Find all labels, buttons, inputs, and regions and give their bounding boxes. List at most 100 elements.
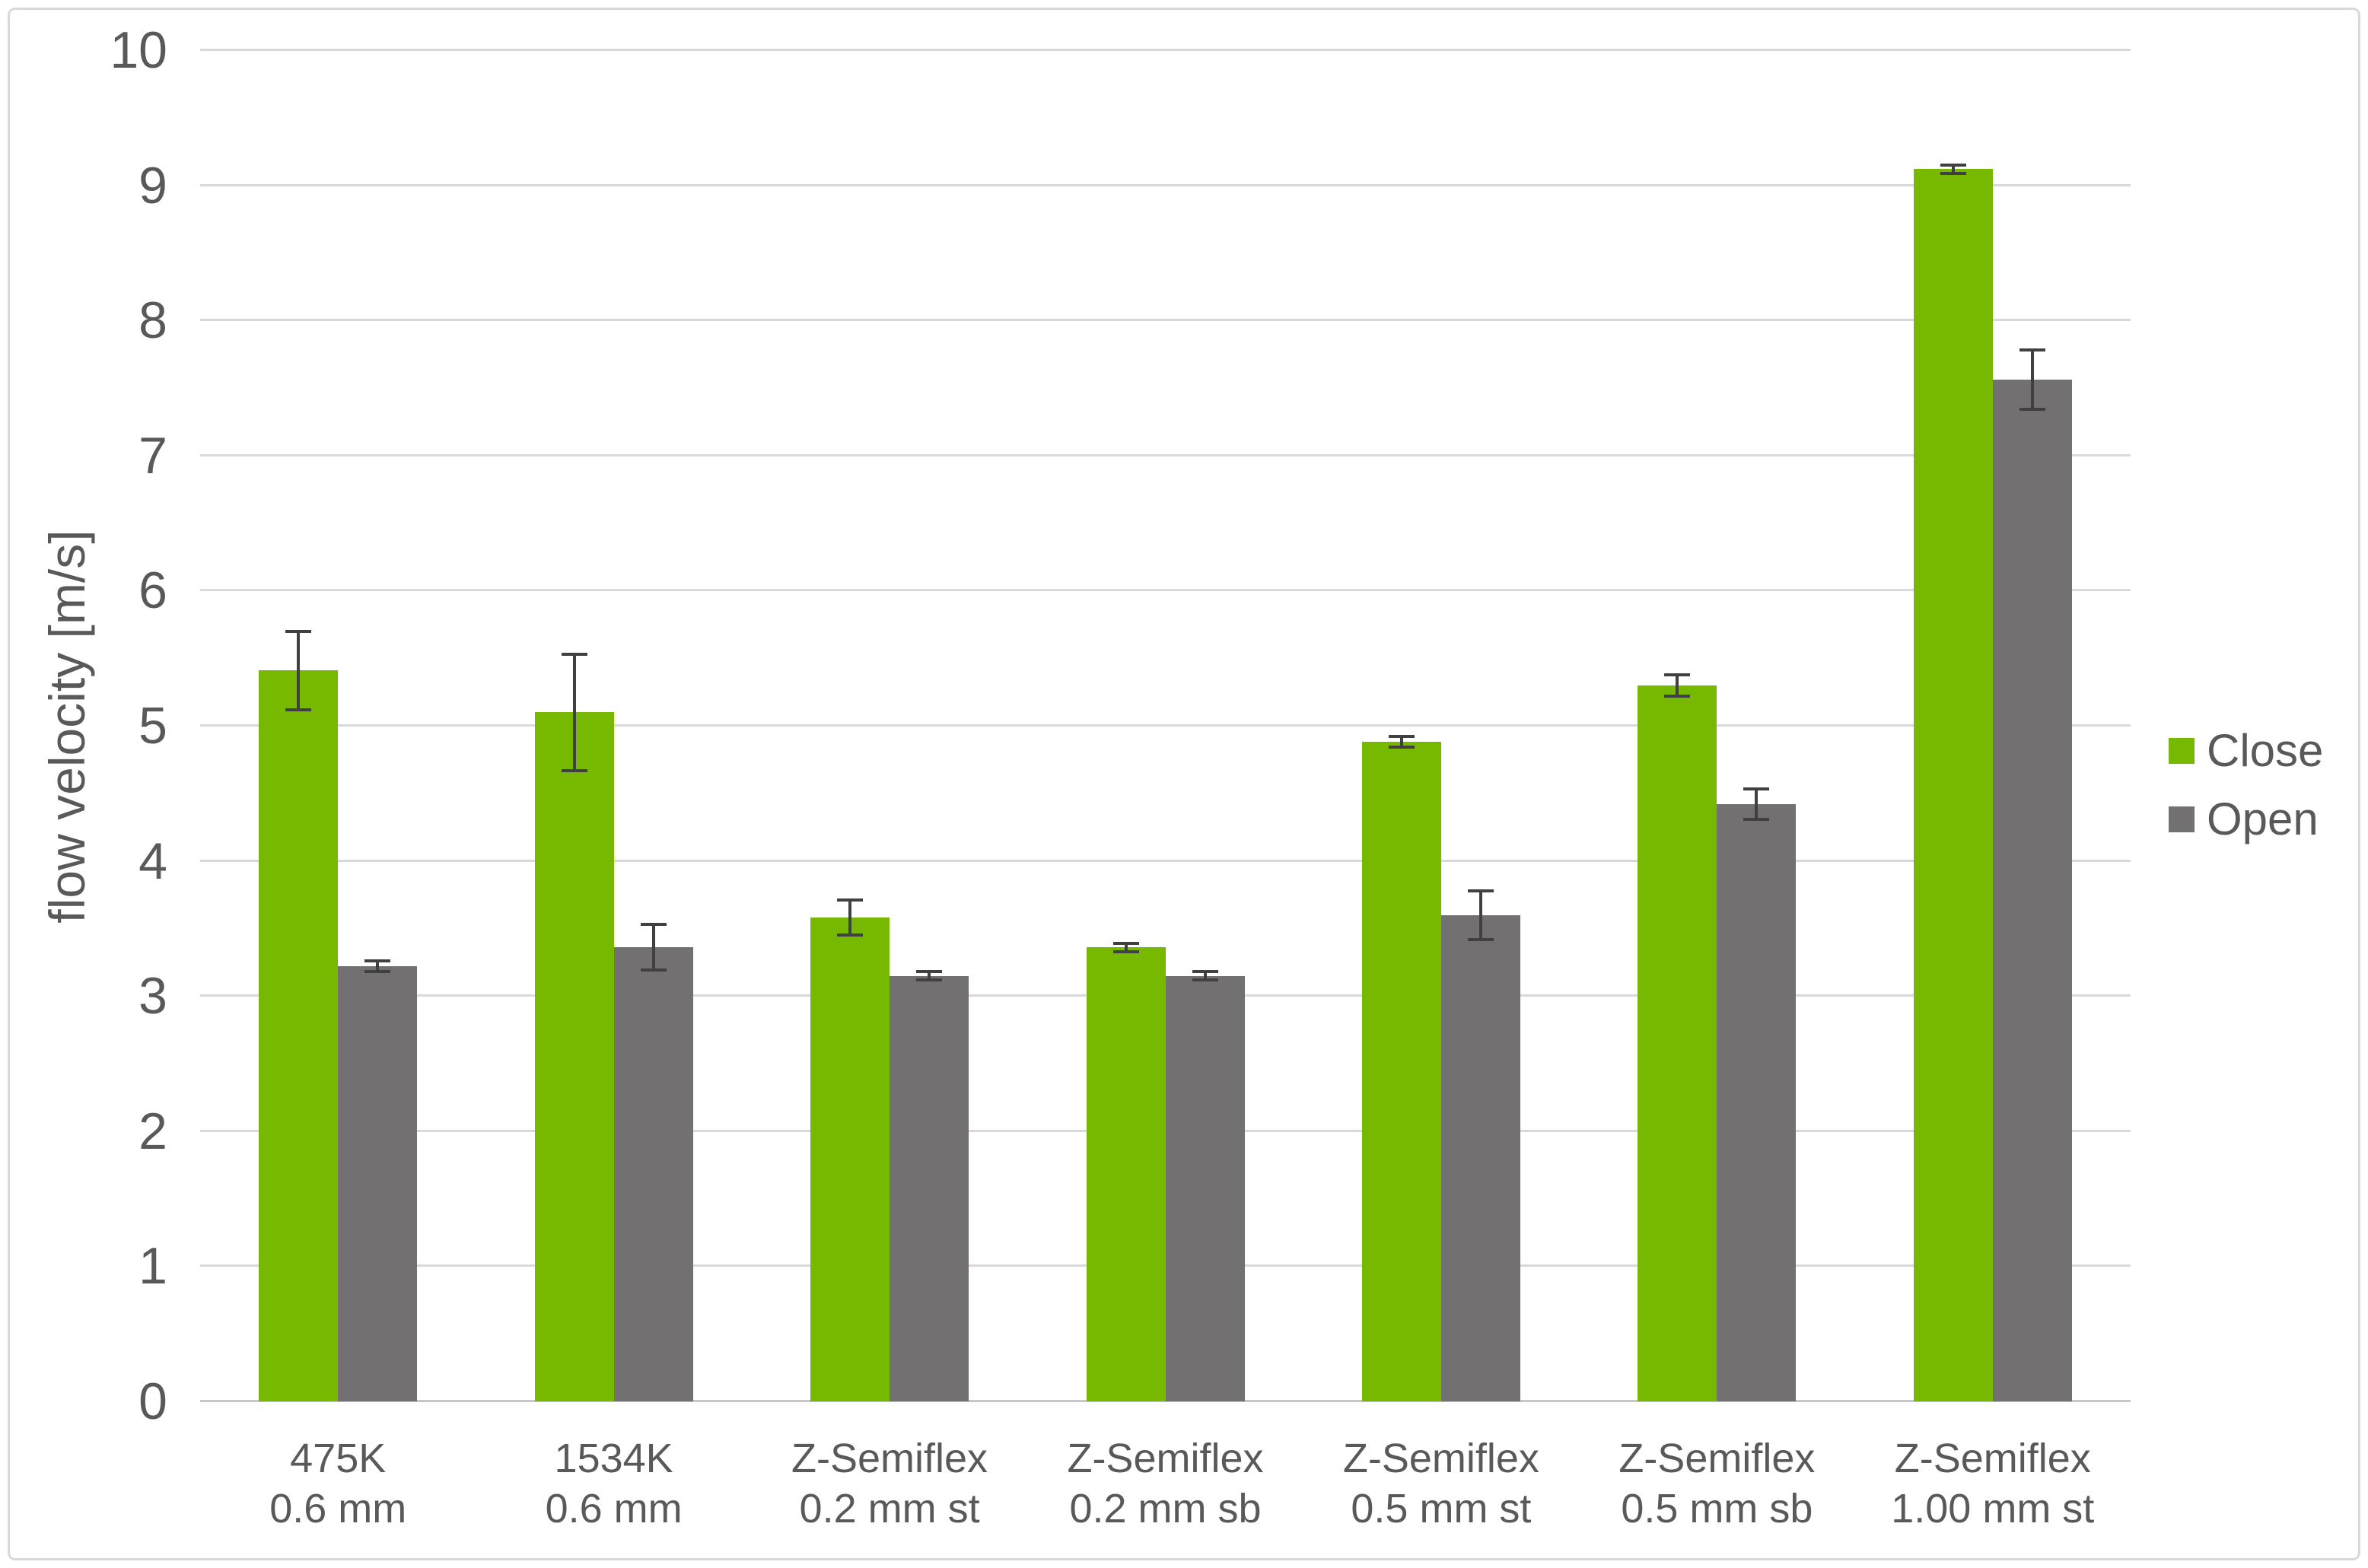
bar-open (1165, 975, 1245, 1401)
legend-label: Open (2207, 794, 2319, 844)
category-label-line1: Z-Semiflex (1618, 1436, 1816, 1481)
error-bar-cap (364, 970, 391, 974)
error-bar-cap (1467, 937, 1494, 941)
legend-item-open: Open (2169, 793, 2323, 846)
category-label-line2: 0.6 mm (269, 1486, 407, 1531)
category-label-line1: Z-Semiflex (1894, 1436, 2091, 1481)
category-label-line2: 0.5 mm st (1351, 1486, 1532, 1531)
category-label: Z-Semiflex 0.5 mm sb (1579, 1433, 1854, 1534)
gridline (200, 859, 2131, 862)
category-label-line1: Z-Semiflex (1342, 1436, 1539, 1481)
category-label-line2: 0.2 mm st (799, 1486, 980, 1531)
category-label: 1534K 0.6 mm (476, 1433, 751, 1534)
bar-close (1913, 169, 1993, 1401)
category-label-line2: 1.00 mm st (1891, 1486, 2095, 1531)
error-bar (376, 961, 380, 972)
error-bar-cap (1112, 949, 1139, 953)
error-bar (1124, 943, 1128, 952)
category-label-line1: Z-Semiflex (791, 1436, 988, 1481)
error-bar-cap (1112, 941, 1139, 945)
y-tick-label: 6 (138, 561, 167, 620)
category-label: Z-Semiflex 0.2 mm sb (1027, 1433, 1303, 1534)
bar-close (810, 918, 890, 1401)
bar-open (613, 947, 693, 1401)
category-label-line1: 475K (290, 1436, 387, 1481)
error-bar-cap (1388, 746, 1415, 749)
error-bar-cap (640, 968, 667, 972)
error-bar-cap (285, 708, 312, 711)
error-bar-cap (837, 933, 864, 937)
chart-border (8, 8, 2360, 1560)
plot-area (200, 49, 2131, 1402)
bar-close (259, 670, 339, 1401)
error-bar-cap (561, 768, 587, 772)
y-tick-label: 4 (138, 832, 167, 890)
category-label: Z-Semiflex 0.2 mm st (752, 1433, 1027, 1534)
error-bar (1951, 164, 1955, 173)
y-tick-label: 7 (138, 426, 167, 485)
error-bar-cap (2019, 348, 2045, 352)
category-label: Z-Semiflex 0.5 mm st (1303, 1433, 1579, 1534)
error-bar-cap (1192, 970, 1218, 974)
error-bar (572, 654, 576, 771)
error-bar-cap (1940, 171, 1966, 175)
error-bar-cap (1743, 817, 1770, 821)
error-bar (1478, 890, 1482, 940)
error-bar (1399, 736, 1403, 748)
error-bar (2030, 350, 2034, 410)
category-label-line2: 0.6 mm (545, 1486, 683, 1531)
legend-swatch-close (2169, 738, 2195, 764)
y-tick-label: 9 (138, 156, 167, 215)
category-label-line2: 0.2 mm sb (1069, 1486, 1262, 1531)
error-bar-cap (2019, 408, 2045, 412)
y-tick-label: 3 (138, 967, 167, 1026)
category-label-line1: Z-Semiflex (1067, 1436, 1264, 1481)
error-bar-cap (1192, 978, 1218, 981)
y-tick-label: 10 (110, 21, 167, 79)
gridline (200, 183, 2131, 186)
error-bar (1755, 789, 1758, 819)
error-bar-cap (916, 978, 943, 981)
category-label-line1: 1534K (554, 1436, 673, 1481)
bar-close (534, 712, 614, 1401)
y-tick-label: 8 (138, 291, 167, 350)
y-tick-label: 0 (138, 1372, 167, 1430)
error-bar-cap (1664, 694, 1691, 698)
bar-open (1717, 804, 1797, 1401)
error-bar-cap (561, 652, 587, 656)
error-bar-cap (1467, 889, 1494, 892)
gridline (200, 453, 2131, 456)
error-bar (928, 972, 931, 980)
bar-open (1992, 380, 2072, 1401)
error-bar-cap (364, 959, 391, 963)
error-bar-cap (285, 629, 312, 633)
y-tick-label: 2 (138, 1102, 167, 1160)
error-bar (297, 631, 301, 710)
error-bar-cap (837, 898, 864, 902)
error-bar-cap (1664, 673, 1691, 676)
legend-item-close: Close (2169, 724, 2323, 778)
bar-close (1361, 742, 1441, 1401)
bar-open (1440, 914, 1520, 1401)
category-label-line2: 0.5 mm sb (1621, 1486, 1813, 1531)
category-label: Z-Semiflex 1.00 mm st (1855, 1433, 2131, 1534)
legend: Close Open (2169, 724, 2323, 846)
error-bar-cap (640, 923, 667, 927)
error-bar-cap (1940, 163, 1966, 167)
error-bar (848, 900, 852, 936)
gridline (200, 589, 2131, 592)
bar-close (1086, 947, 1166, 1401)
error-bar (1676, 674, 1679, 696)
bar-open (338, 966, 418, 1401)
bar-close (1638, 685, 1717, 1401)
category-label: 475K 0.6 mm (200, 1433, 476, 1534)
y-tick-label: 5 (138, 697, 167, 755)
bar-open (890, 975, 969, 1401)
gridline (200, 724, 2131, 727)
error-bar-cap (1388, 735, 1415, 739)
legend-label: Close (2207, 725, 2324, 776)
error-bar (1203, 972, 1207, 980)
legend-swatch-open (2169, 806, 2195, 832)
y-tick-label: 1 (138, 1237, 167, 1296)
